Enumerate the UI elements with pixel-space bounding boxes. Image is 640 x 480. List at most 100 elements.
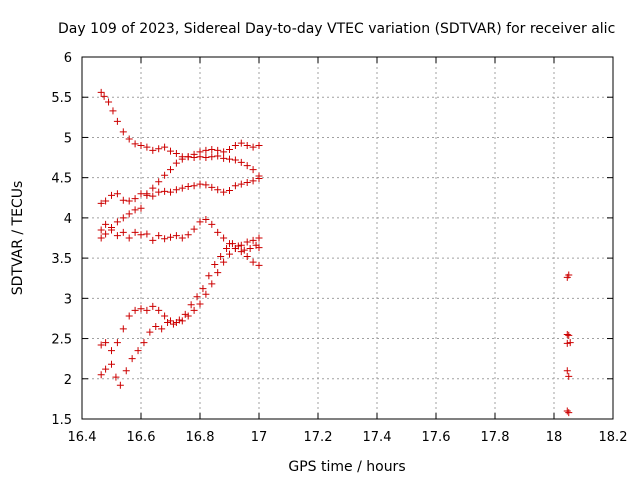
data-point-track-b — [190, 150, 198, 158]
data-point-track-f — [202, 290, 210, 298]
y-tick-label: 1.5 — [51, 413, 72, 428]
x-tick-label: 17 — [251, 430, 268, 445]
data-point-track-g — [164, 318, 172, 326]
data-point-track-g — [217, 253, 225, 261]
x-tick-label: 16.4 — [68, 430, 97, 445]
data-point-track-g — [134, 347, 142, 355]
data-point-track-d — [143, 230, 151, 238]
data-point-track-f — [167, 317, 174, 325]
data-point-track-g — [169, 320, 177, 328]
data-point-track-d — [255, 261, 263, 269]
x-tick-label: 16.8 — [186, 430, 215, 445]
data-point-track-g — [205, 272, 213, 280]
data-point-track-d — [125, 234, 133, 242]
data-point-track-a — [100, 92, 108, 100]
data-point-track-c — [226, 187, 233, 195]
data-point-track-g — [102, 365, 110, 373]
data-point-track-f — [255, 234, 263, 242]
data-point-track-c — [161, 187, 169, 195]
data-point-track-a — [249, 166, 257, 174]
data-point-track-i — [565, 409, 573, 417]
data-point-track-c — [202, 181, 210, 189]
data-point-track-d — [220, 234, 228, 242]
y-axis-label: SDTVAR / TECUs — [10, 181, 26, 296]
data-point-track-b — [196, 148, 204, 156]
data-point-track-g — [228, 240, 236, 248]
data-point-track-c — [155, 188, 163, 196]
data-point-track-e — [131, 206, 139, 214]
data-point-track-c — [190, 182, 198, 190]
data-point-track-a — [161, 143, 169, 151]
data-point-track-d — [196, 218, 204, 226]
data-point-track-f — [149, 302, 157, 310]
data-point-track-c — [97, 199, 105, 207]
data-point-track-e — [137, 204, 145, 212]
data-point-track-d — [184, 231, 192, 239]
data-point-track-h — [566, 339, 574, 347]
data-point-track-b — [155, 178, 163, 186]
data-point-track-a — [208, 153, 216, 161]
x-tick-label: 17.6 — [422, 430, 451, 445]
data-point-track-a — [155, 145, 163, 153]
data-point-track-e — [119, 214, 127, 222]
data-point-track-d — [102, 220, 110, 228]
y-tick-label: 3.5 — [51, 252, 72, 267]
data-point-track-b — [178, 155, 186, 163]
data-point-track-a — [172, 150, 180, 158]
data-point-track-c — [243, 178, 251, 186]
data-point-track-g — [181, 310, 189, 318]
data-point-track-a — [137, 141, 145, 149]
data-point-track-d — [202, 215, 210, 223]
data-point-track-b — [172, 159, 180, 167]
data-point-track-a — [143, 143, 151, 151]
data-point-track-a — [125, 135, 133, 143]
data-point-track-g — [128, 355, 136, 363]
data-point-track-f — [243, 238, 251, 246]
data-point-track-h — [565, 372, 573, 380]
data-point-track-g — [140, 339, 148, 347]
data-point-track-b — [167, 166, 174, 174]
data-point-track-a — [243, 162, 251, 170]
x-tick-label: 16.6 — [127, 430, 156, 445]
data-point-track-f — [237, 241, 245, 249]
data-point-track-g — [122, 367, 130, 375]
data-point-track-g — [240, 246, 248, 254]
data-point-track-d — [214, 228, 222, 236]
data-point-track-g — [158, 325, 166, 333]
data-point-track-g — [97, 371, 105, 379]
data-point-track-c — [214, 186, 222, 194]
data-point-track-d — [149, 236, 157, 244]
data-point-track-g — [146, 328, 154, 336]
data-point-track-a — [119, 128, 127, 136]
data-point-track-b — [202, 146, 210, 154]
data-point-track-h — [563, 367, 571, 375]
data-point-track-g — [116, 381, 124, 389]
x-tick-label: 18.2 — [599, 430, 628, 445]
data-point-track-f — [214, 269, 222, 277]
data-point-track-f — [161, 312, 169, 320]
data-point-track-h — [563, 331, 571, 339]
data-point-track-d — [167, 233, 174, 241]
data-point-track-c — [149, 192, 157, 200]
data-point-track-d — [178, 234, 186, 242]
data-point-track-b — [249, 143, 257, 151]
data-point-track-f — [155, 306, 163, 314]
data-point-track-c — [231, 182, 239, 190]
data-point-track-a — [226, 155, 233, 163]
data-point-track-c — [184, 183, 192, 191]
data-point-track-b — [220, 148, 228, 156]
data-point-track-f — [143, 306, 151, 314]
data-point-track-c — [208, 183, 216, 191]
data-point-track-c — [196, 180, 204, 188]
plot-frame — [81, 56, 614, 420]
y-tick-label: 4 — [64, 212, 72, 227]
data-point-track-a — [105, 98, 113, 106]
data-point-track-b — [237, 139, 245, 147]
data-point-track-f — [178, 317, 186, 325]
data-point-track-g — [152, 322, 160, 330]
data-point-track-f — [137, 305, 145, 313]
x-tick-label: 17.8 — [481, 430, 510, 445]
data-point-track-a — [113, 117, 121, 125]
data-point-track-b — [214, 146, 222, 154]
